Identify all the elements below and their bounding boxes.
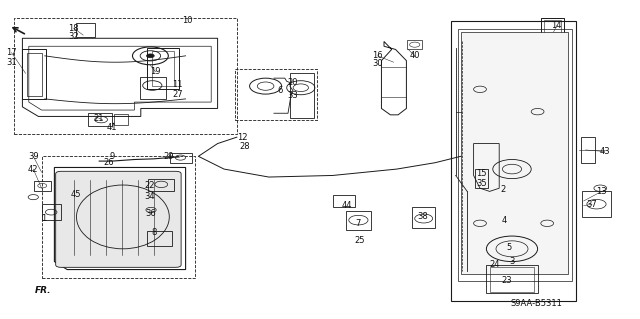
Text: 34: 34 (145, 192, 155, 201)
Text: 1: 1 (41, 214, 46, 223)
Bar (544, 20, 561, 44)
Bar (140, 77, 166, 99)
Bar (346, 211, 371, 230)
Text: 13: 13 (596, 187, 607, 196)
Text: 29: 29 (163, 152, 173, 161)
Text: 39: 39 (28, 152, 38, 161)
Text: 16: 16 (372, 51, 383, 60)
Text: 17: 17 (6, 48, 17, 57)
Text: S9AA-B5311: S9AA-B5311 (510, 299, 563, 308)
Text: 6: 6 (278, 86, 283, 95)
Text: 3: 3 (509, 257, 515, 266)
Bar (42, 156, 195, 278)
Bar (290, 73, 314, 118)
Text: 23: 23 (502, 276, 512, 285)
Bar (88, 113, 112, 126)
Text: 21: 21 (93, 114, 104, 122)
Text: 19: 19 (150, 67, 161, 76)
Text: 30: 30 (372, 59, 383, 68)
Text: 22: 22 (145, 181, 155, 189)
FancyBboxPatch shape (56, 171, 181, 267)
Text: FR.: FR. (35, 286, 51, 295)
Text: 9: 9 (109, 152, 115, 161)
Bar (235, 69, 317, 120)
Text: 40: 40 (410, 51, 420, 60)
Bar (412, 207, 435, 228)
Bar (581, 137, 595, 163)
Bar (486, 265, 538, 293)
Bar (22, 49, 46, 99)
Bar (147, 48, 179, 89)
Bar (490, 267, 534, 292)
Text: 18: 18 (68, 24, 79, 33)
Text: 14: 14 (552, 21, 562, 30)
Circle shape (147, 54, 154, 58)
Text: 27: 27 (172, 90, 182, 99)
Text: 28: 28 (240, 142, 250, 151)
Text: 37: 37 (587, 200, 597, 209)
Bar (76, 23, 95, 37)
Text: 33: 33 (287, 91, 298, 100)
Text: 8: 8 (151, 228, 156, 237)
Bar (475, 169, 488, 188)
Bar (152, 51, 174, 86)
Bar (458, 29, 572, 281)
Text: 38: 38 (417, 212, 428, 221)
Bar (114, 114, 128, 125)
Text: 5: 5 (506, 243, 511, 252)
Bar (541, 18, 564, 46)
Bar (148, 179, 174, 191)
Text: 36: 36 (146, 209, 156, 218)
Bar (407, 40, 422, 49)
Bar (170, 153, 192, 163)
Text: 7: 7 (356, 219, 361, 228)
Text: 44: 44 (342, 201, 352, 210)
Text: 45: 45 (70, 190, 81, 199)
Text: 4: 4 (502, 216, 507, 225)
Bar (14, 18, 237, 134)
Text: 20: 20 (287, 78, 298, 87)
Text: 12: 12 (237, 133, 247, 142)
Bar (582, 191, 611, 217)
Bar (451, 21, 576, 301)
Text: 26: 26 (104, 158, 114, 167)
Bar (42, 204, 61, 220)
Text: 43: 43 (600, 147, 610, 156)
Text: 11: 11 (172, 80, 182, 89)
Text: 15: 15 (476, 169, 486, 178)
Text: 10: 10 (182, 16, 193, 25)
Text: 32: 32 (68, 32, 79, 41)
Text: 35: 35 (476, 179, 486, 188)
Text: 2: 2 (500, 185, 506, 194)
Bar (27, 53, 42, 96)
Bar (333, 195, 355, 207)
Text: 24: 24 (490, 260, 500, 269)
Text: 25: 25 (355, 236, 365, 245)
Text: 41: 41 (107, 123, 117, 132)
Text: 42: 42 (28, 165, 38, 174)
Bar (34, 181, 51, 191)
Text: 31: 31 (6, 58, 17, 67)
Bar (461, 32, 568, 274)
Bar (147, 231, 172, 246)
